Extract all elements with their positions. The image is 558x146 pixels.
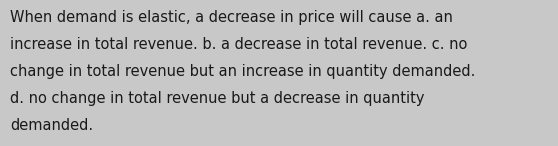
Text: change in total revenue but an increase in quantity demanded.: change in total revenue but an increase …	[10, 64, 475, 79]
Text: When demand is elastic, a decrease in price will cause a. an: When demand is elastic, a decrease in pr…	[10, 10, 453, 25]
Text: increase in total revenue. b. a decrease in total revenue. c. no: increase in total revenue. b. a decrease…	[10, 37, 468, 52]
Text: d. no change in total revenue but a decrease in quantity: d. no change in total revenue but a decr…	[10, 91, 425, 106]
Text: demanded.: demanded.	[10, 118, 93, 133]
